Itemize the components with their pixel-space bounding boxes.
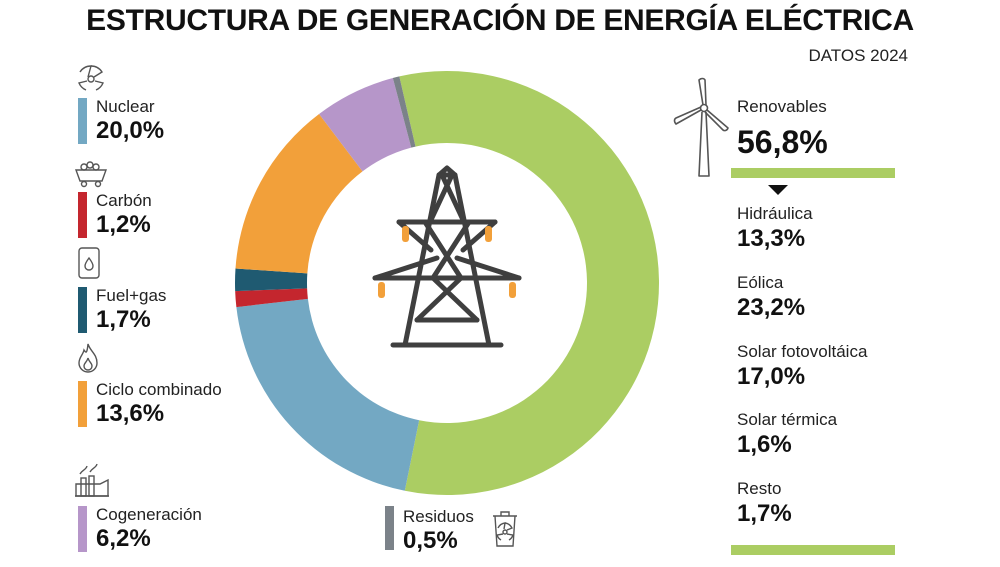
renovables-bar-bottom — [731, 545, 895, 555]
legend-label: Carbón — [96, 191, 152, 210]
legend-value: 0,5% — [403, 527, 458, 554]
breakdown-value: 1,6% — [737, 431, 792, 458]
donut-slice-fuel-gas — [234, 268, 308, 292]
legend-label: Cogeneración — [96, 505, 202, 524]
legend-label: Ciclo combinado — [96, 380, 222, 399]
legend-swatch — [78, 381, 87, 427]
legend-value: 1,2% — [96, 211, 151, 238]
radiation-icon — [78, 65, 104, 91]
donut-slice-cogeneración — [319, 78, 412, 172]
legend-label: Residuos — [403, 507, 474, 526]
renovables-label: Renovables — [737, 97, 827, 116]
chart-title: ESTRUCTURA DE GENERACIÓN DE ENERGÍA ELÉC… — [86, 4, 914, 37]
renovables-bar-top — [731, 168, 895, 178]
chart-subtitle: DATOS 2024 — [808, 46, 908, 65]
legend-swatch — [78, 192, 87, 238]
donut-slice-ciclo-combinado — [235, 113, 363, 274]
breakdown-value: 13,3% — [737, 225, 806, 252]
legend-value: 20,0% — [96, 117, 165, 144]
donut-slice-nuclear — [236, 298, 420, 491]
legend-value: 6,2% — [96, 525, 151, 552]
flame-icon — [78, 343, 98, 373]
power-tower-icon — [372, 165, 522, 348]
breakdown-value: 23,2% — [737, 294, 806, 321]
triangle-down-icon — [768, 185, 788, 195]
wind-turbine-icon — [673, 77, 729, 177]
donut-slice-residuos — [392, 76, 416, 148]
legend-value: 13,6% — [96, 400, 165, 427]
breakdown-label: Solar térmica — [737, 410, 838, 429]
donut-slice-carbón — [235, 288, 308, 308]
waste-bin-icon — [493, 511, 517, 547]
legend-swatch — [78, 98, 87, 144]
legend-label: Fuel+gas — [96, 286, 167, 305]
breakdown-label: Eólica — [737, 273, 784, 292]
legend-label: Nuclear — [96, 97, 155, 116]
insulators — [378, 226, 516, 298]
breakdown-label: Resto — [737, 479, 782, 498]
renovables-value: 56,8% — [737, 124, 828, 160]
coal-cart-icon — [75, 161, 107, 188]
breakdown-label: Solar fotovoltáica — [737, 342, 868, 361]
legend-swatch — [78, 287, 87, 333]
fuel-barrel-icon — [78, 247, 100, 279]
breakdown-value: 1,7% — [737, 500, 792, 527]
breakdown-value: 17,0% — [737, 363, 806, 390]
factory-icon — [75, 463, 109, 497]
breakdown-label: Hidráulica — [737, 204, 813, 223]
legend-swatch — [385, 506, 394, 550]
legend-value: 1,7% — [96, 306, 151, 333]
donut-slice-renovables — [399, 71, 660, 495]
legend-swatch — [78, 506, 87, 552]
